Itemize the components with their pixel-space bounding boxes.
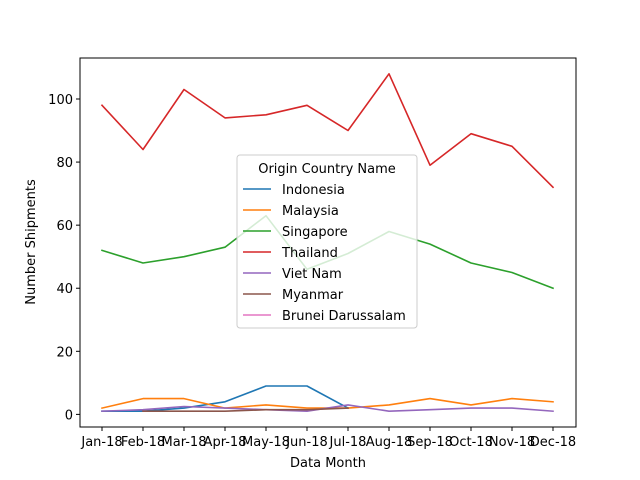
legend-label-thailand: Thailand	[281, 246, 338, 261]
y-axis-label: Number Shipments	[24, 179, 39, 305]
series-line-thailand	[100, 73, 555, 189]
x-tick-label: Aug-18	[366, 435, 413, 450]
legend-label-brunei-darussalam: Brunei Darussalam	[282, 309, 406, 324]
legend-label-indonesia: Indonesia	[282, 183, 345, 198]
x-tick-label: Sep-18	[407, 435, 453, 450]
legend-label-malaysia: Malaysia	[282, 204, 339, 219]
legend-label-viet-nam: Viet Nam	[282, 267, 342, 282]
x-tick-label: Oct-18	[449, 435, 493, 450]
legend: Origin Country Name Indonesia Malaysia Sin…	[236, 154, 418, 329]
x-tick-label: Feb-18	[121, 435, 165, 450]
series-line-myanmar	[142, 407, 349, 412]
legend-title: Origin Country Name	[258, 162, 396, 177]
x-axis-label: Data Month	[290, 456, 366, 471]
y-tick-label: 60	[56, 219, 73, 234]
legend-box	[236, 154, 418, 329]
y-tick-label: 40	[56, 282, 73, 297]
x-tick-label: May-18	[242, 435, 290, 450]
legend-label-singapore: Singapore	[282, 225, 348, 240]
x-tick-label: Jan-18	[80, 435, 122, 450]
y-tick-label: 80	[56, 156, 73, 171]
y-axis: 0 20 40 60 80 100	[48, 93, 80, 423]
plot-frame	[79, 57, 577, 428]
x-tick-label: Apr-18	[204, 435, 247, 450]
x-tick-label: Mar-18	[162, 435, 207, 450]
x-tick-label: Dec-18	[530, 435, 576, 450]
y-tick-label: 100	[48, 93, 73, 108]
x-tick-label: Jun-18	[285, 435, 328, 450]
series-line-viet-nam	[101, 404, 554, 413]
legend-label-myanmar: Myanmar	[282, 288, 344, 303]
y-tick-label: 0	[65, 408, 73, 423]
y-tick-label: 20	[56, 345, 73, 360]
legend-items: Indonesia Malaysia Singapore Thailand Viet N…	[243, 183, 406, 324]
x-tick-label: Nov-18	[489, 435, 535, 450]
x-tick-label: Jul-18	[329, 435, 367, 450]
